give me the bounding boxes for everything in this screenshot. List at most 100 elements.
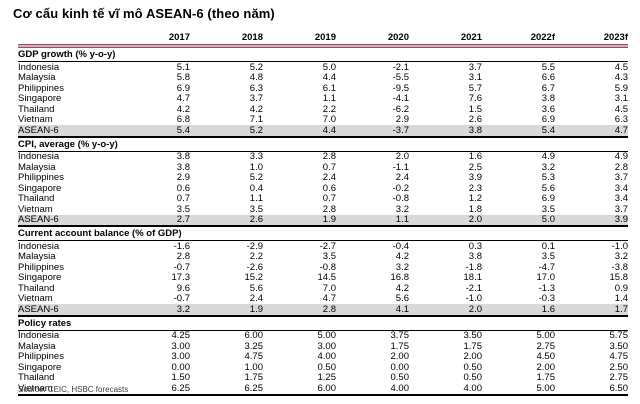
value-cell: -2.6: [246, 261, 263, 273]
value-cell: 15.8: [609, 272, 629, 283]
value-cell: -1.3: [538, 282, 555, 294]
row-label: Malaysia: [18, 340, 56, 352]
value-cell: 9.6: [176, 282, 190, 294]
value-cell: 6.3: [614, 114, 628, 125]
value-cell: 5.00: [482, 383, 555, 396]
value-cell: -0.3: [538, 293, 555, 304]
value-cell: 15.2: [244, 272, 264, 283]
value-cell: 4.9: [541, 151, 555, 162]
value-cell: 5.6: [541, 182, 555, 194]
value-cell: 5.1: [176, 61, 190, 73]
value-cell: -0.4: [392, 240, 409, 252]
value-cell: 0.7: [322, 161, 336, 173]
value-cell: 1.75: [244, 372, 264, 383]
value-cell: 3.50: [609, 340, 629, 352]
value-cell: 1.4: [614, 293, 628, 304]
value-cell: 1.1: [322, 93, 336, 104]
value-cell: 6.25: [190, 383, 263, 396]
row-label: Malaysia: [18, 251, 56, 262]
value-cell: 2.8: [614, 161, 628, 173]
value-cell: 2.00: [390, 351, 410, 362]
row-label: Singapore: [18, 272, 62, 283]
value-cell: 2.9: [176, 172, 190, 183]
value-cell: 2.8: [263, 304, 336, 316]
value-cell: 3.00: [171, 340, 191, 352]
row-label: Malaysia: [18, 72, 56, 83]
table-row: Indonesia -1.6 -2.9 -2.7 -0.4 0.3 0.1 -1.0: [18, 241, 628, 252]
value-cell: 5.4: [117, 125, 190, 137]
header-rule-cell: [18, 44, 628, 48]
value-cell: 5.0: [322, 61, 336, 73]
value-cell: 3.8: [176, 161, 190, 173]
value-cell: 5.6: [395, 293, 409, 304]
row-label: Singapore: [18, 361, 62, 373]
year-header-cell: 2023f: [603, 31, 628, 43]
value-cell: 5.00: [317, 330, 337, 341]
value-cell: 3.7: [614, 172, 628, 183]
value-cell: 17.3: [171, 272, 191, 283]
value-cell: 2.0: [395, 151, 409, 162]
value-cell: -2.7: [319, 240, 336, 252]
value-cell: 3.7: [249, 93, 263, 104]
value-cell: 3.1: [468, 72, 482, 83]
value-cell: 2.8: [176, 251, 190, 262]
value-cell: 3.2: [541, 161, 555, 173]
value-cell: 1.75: [536, 372, 556, 383]
value-cell: 2.75: [609, 372, 629, 383]
value-cell: -1.1: [392, 161, 409, 173]
value-cell: -0.7: [173, 293, 190, 304]
table-row: ASEAN-6 3.2 1.9 2.8 4.1 2.0 1.6 1.7: [18, 304, 628, 316]
value-cell: 5.2: [249, 172, 263, 183]
value-cell: 4.5: [614, 61, 628, 73]
value-cell: 1.25: [317, 372, 337, 383]
value-cell: 3.2: [614, 251, 628, 262]
source-note: Source: CEIC, HSBC forecasts: [18, 385, 129, 394]
row-label: ASEAN-6: [18, 125, 117, 137]
value-cell: 1.9: [263, 214, 336, 226]
value-cell: -4.1: [392, 93, 409, 104]
value-cell: 3.8: [468, 251, 482, 262]
table-row: Thailand 4.2 4.2 2.2 -6.2 1.5 3.6 4.5: [18, 104, 628, 115]
table-row: Philippines -0.7 -2.6 -0.8 3.2 -1.8 -4.7 -3.8: [18, 262, 628, 273]
value-cell: 17.0: [536, 272, 556, 283]
value-cell: 3.5: [541, 203, 555, 215]
value-cell: 0.50: [317, 361, 337, 373]
header-rule-row: [18, 44, 628, 48]
value-cell: 1.2: [468, 193, 482, 204]
row-label: Indonesia: [18, 330, 60, 341]
value-cell: 4.2: [176, 103, 190, 115]
year-header-cell: 2018: [241, 31, 263, 43]
value-cell: -0.2: [392, 182, 409, 194]
section-header-label: Current account balance (% of GDP): [18, 225, 628, 241]
value-cell: 3.7: [614, 203, 628, 215]
value-cell: 7.0: [322, 114, 336, 125]
row-label: Indonesia: [18, 61, 60, 73]
table-row: Singapore 0.00 1.00 0.50 0.00 0.50 2.00 2.50: [18, 362, 628, 373]
value-cell: 1.8: [468, 203, 482, 215]
row-label: Indonesia: [18, 151, 60, 162]
table-row: Thailand 0.7 1.1 0.7 -0.8 1.2 6.9 3.4: [18, 194, 628, 205]
value-cell: 5.9: [614, 82, 628, 94]
value-cell: 4.00: [336, 383, 409, 396]
value-cell: -0.8: [319, 261, 336, 273]
table-row: Vietnam -0.7 2.4 4.7 5.6 -1.0 -0.3 1.4: [18, 294, 628, 305]
value-cell: 2.9: [395, 114, 409, 125]
section-header-row: Policy rates: [18, 314, 628, 331]
row-label: Vietnam: [18, 383, 117, 396]
value-cell: 1.75: [390, 340, 410, 352]
value-cell: 2.5: [468, 161, 482, 173]
value-cell: 6.8: [176, 114, 190, 125]
year-header-cell: 2017: [168, 31, 190, 43]
value-cell: 2.75: [536, 340, 556, 352]
value-cell: 2.6: [468, 114, 482, 125]
value-cell: -2.1: [465, 282, 482, 294]
row-label: Thailand: [18, 193, 55, 204]
value-cell: 0.50: [463, 372, 483, 383]
value-cell: 0.6: [322, 182, 336, 194]
table-row: Thailand 1.50 1.75 1.25 0.50 0.50 1.75 2.75: [18, 373, 628, 384]
header-rule-bar: [18, 44, 628, 48]
value-cell: 5.2: [249, 61, 263, 73]
value-cell: -2.9: [246, 240, 263, 252]
value-cell: -0.8: [392, 193, 409, 204]
value-cell: 0.9: [614, 282, 628, 294]
